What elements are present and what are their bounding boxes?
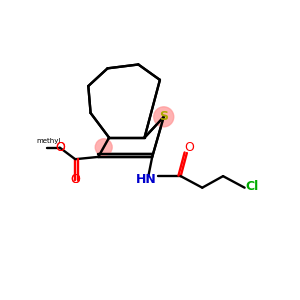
Text: Cl: Cl: [246, 180, 259, 193]
Text: O: O: [55, 141, 65, 154]
Text: O: O: [70, 173, 80, 187]
Text: O: O: [184, 141, 194, 154]
Text: methyl: methyl: [36, 139, 60, 145]
Text: S: S: [159, 110, 168, 123]
Text: O: O: [70, 173, 80, 187]
Circle shape: [95, 139, 112, 156]
Circle shape: [154, 107, 174, 127]
Text: HN: HN: [136, 173, 156, 187]
Text: O: O: [55, 141, 65, 154]
